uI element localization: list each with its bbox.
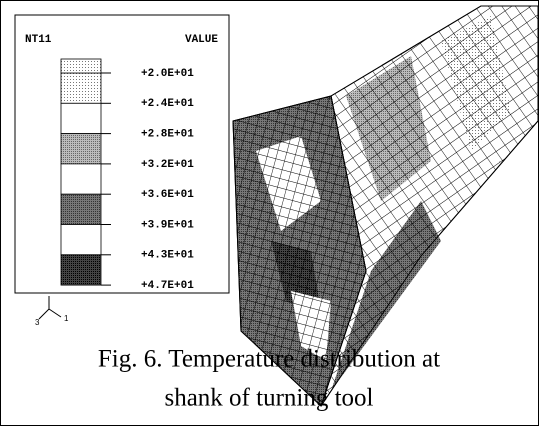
triad [38,296,62,320]
legend-label: +2.8E+01 [141,129,194,141]
legend-label: +2.0E+01 [141,68,194,80]
caption-line: shank of turning tool [164,385,373,412]
legend-swatch [60,254,102,286]
legend-swatch [60,72,102,104]
legend-label: +3.6E+01 [141,189,194,201]
legend-label: +4.3E+01 [141,250,194,262]
legend-bands: +2.0E+01 +2.4E+01 +2.8E+01 +3.2E+01 +3.6E+01… [60,58,194,292]
legend-label: +3.2E+01 [141,159,194,171]
legend-swatch [60,163,102,195]
legend-box [14,14,230,294]
legend-label: +2.4E+01 [141,98,194,110]
caption-line: Fig. 6. Temperature distribution at [98,346,440,373]
legend-heading: VALUE [185,34,218,46]
legend-title: NT11 [25,34,52,46]
legend-swatch [60,224,102,256]
legend-swatch-top [60,58,102,74]
legend-label: +4.7E+01 [141,280,194,292]
mesh-model [232,5,538,407]
legend-swatch [60,102,102,135]
legend-swatch [60,133,102,165]
legend-label: +3.9E+01 [141,219,194,231]
triad-label: 1 [64,314,69,323]
legend-swatch [60,193,102,225]
triad-label: 3 [35,318,40,327]
